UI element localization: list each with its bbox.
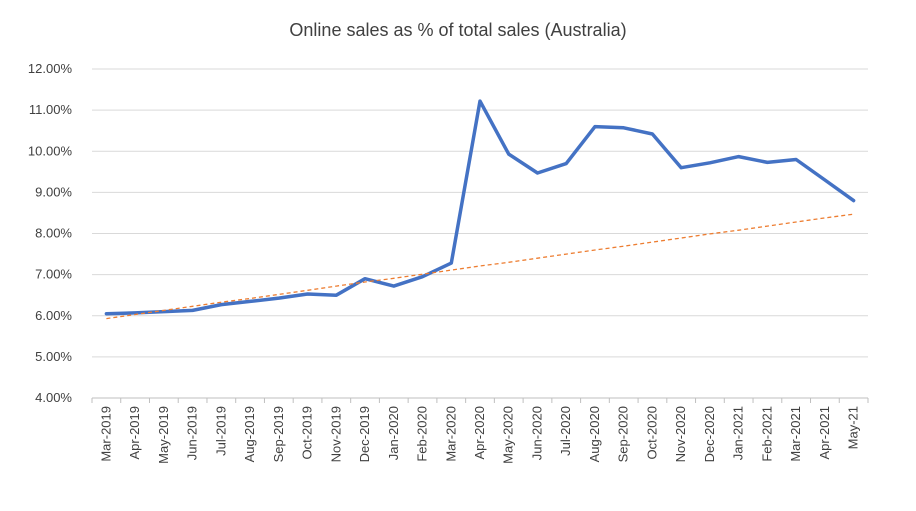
x-tick-label: Nov-2020 xyxy=(673,406,688,462)
y-tick-label: 10.00% xyxy=(28,143,73,158)
x-tick-label: Dec-2019 xyxy=(357,406,372,462)
x-tick-label: Jul-2020 xyxy=(558,406,573,456)
x-tick-label: Sep-2020 xyxy=(616,406,631,462)
x-tick-label: Oct-2020 xyxy=(644,406,659,459)
trendline-series xyxy=(106,213,854,320)
y-tick-label: 12.00% xyxy=(28,61,73,76)
y-tick-label: 8.00% xyxy=(35,226,72,241)
x-tick-label: Feb-2021 xyxy=(759,406,774,462)
x-tick-label: Mar-2021 xyxy=(788,406,803,462)
y-tick-label: 9.00% xyxy=(35,184,72,199)
x-tick-label: Mar-2019 xyxy=(98,406,113,462)
x-tick-label: Jul-2019 xyxy=(213,406,228,456)
x-tick-label: May-2020 xyxy=(501,406,516,464)
x-tick-label: Jan-2020 xyxy=(386,406,401,460)
x-tick-label: Apr-2020 xyxy=(472,406,487,459)
data-series-line xyxy=(104,99,856,316)
y-tick-label: 6.00% xyxy=(35,308,72,323)
x-tick-label: Aug-2019 xyxy=(242,406,257,462)
y-tick-label: 11.00% xyxy=(29,102,73,117)
x-tick-label: Dec-2020 xyxy=(702,406,717,462)
x-tick-label: May-2019 xyxy=(156,406,171,464)
y-tick-label: 7.00% xyxy=(35,267,72,282)
x-tick-label: Jun-2020 xyxy=(529,406,544,460)
chart-title: Online sales as % of total sales (Austra… xyxy=(289,20,627,40)
x-tick-label: May-21 xyxy=(846,406,861,449)
x-tick-label: Nov-2019 xyxy=(328,406,343,462)
x-tick-label: Apr-2021 xyxy=(817,406,832,459)
x-tick-label: Oct-2019 xyxy=(300,406,315,459)
x-tick-label: Mar-2020 xyxy=(443,406,458,462)
x-tick-label: Aug-2020 xyxy=(587,406,602,462)
x-tick-label: Jun-2019 xyxy=(185,406,200,460)
x-tick-label: Feb-2020 xyxy=(415,406,430,462)
x-tick-label: Jan-2021 xyxy=(731,406,746,460)
y-tick-label: 4.00% xyxy=(35,390,72,405)
x-tick-label: Sep-2019 xyxy=(271,406,286,462)
y-tick-label: 5.00% xyxy=(35,349,72,364)
x-tick-label: Apr-2019 xyxy=(127,406,142,459)
